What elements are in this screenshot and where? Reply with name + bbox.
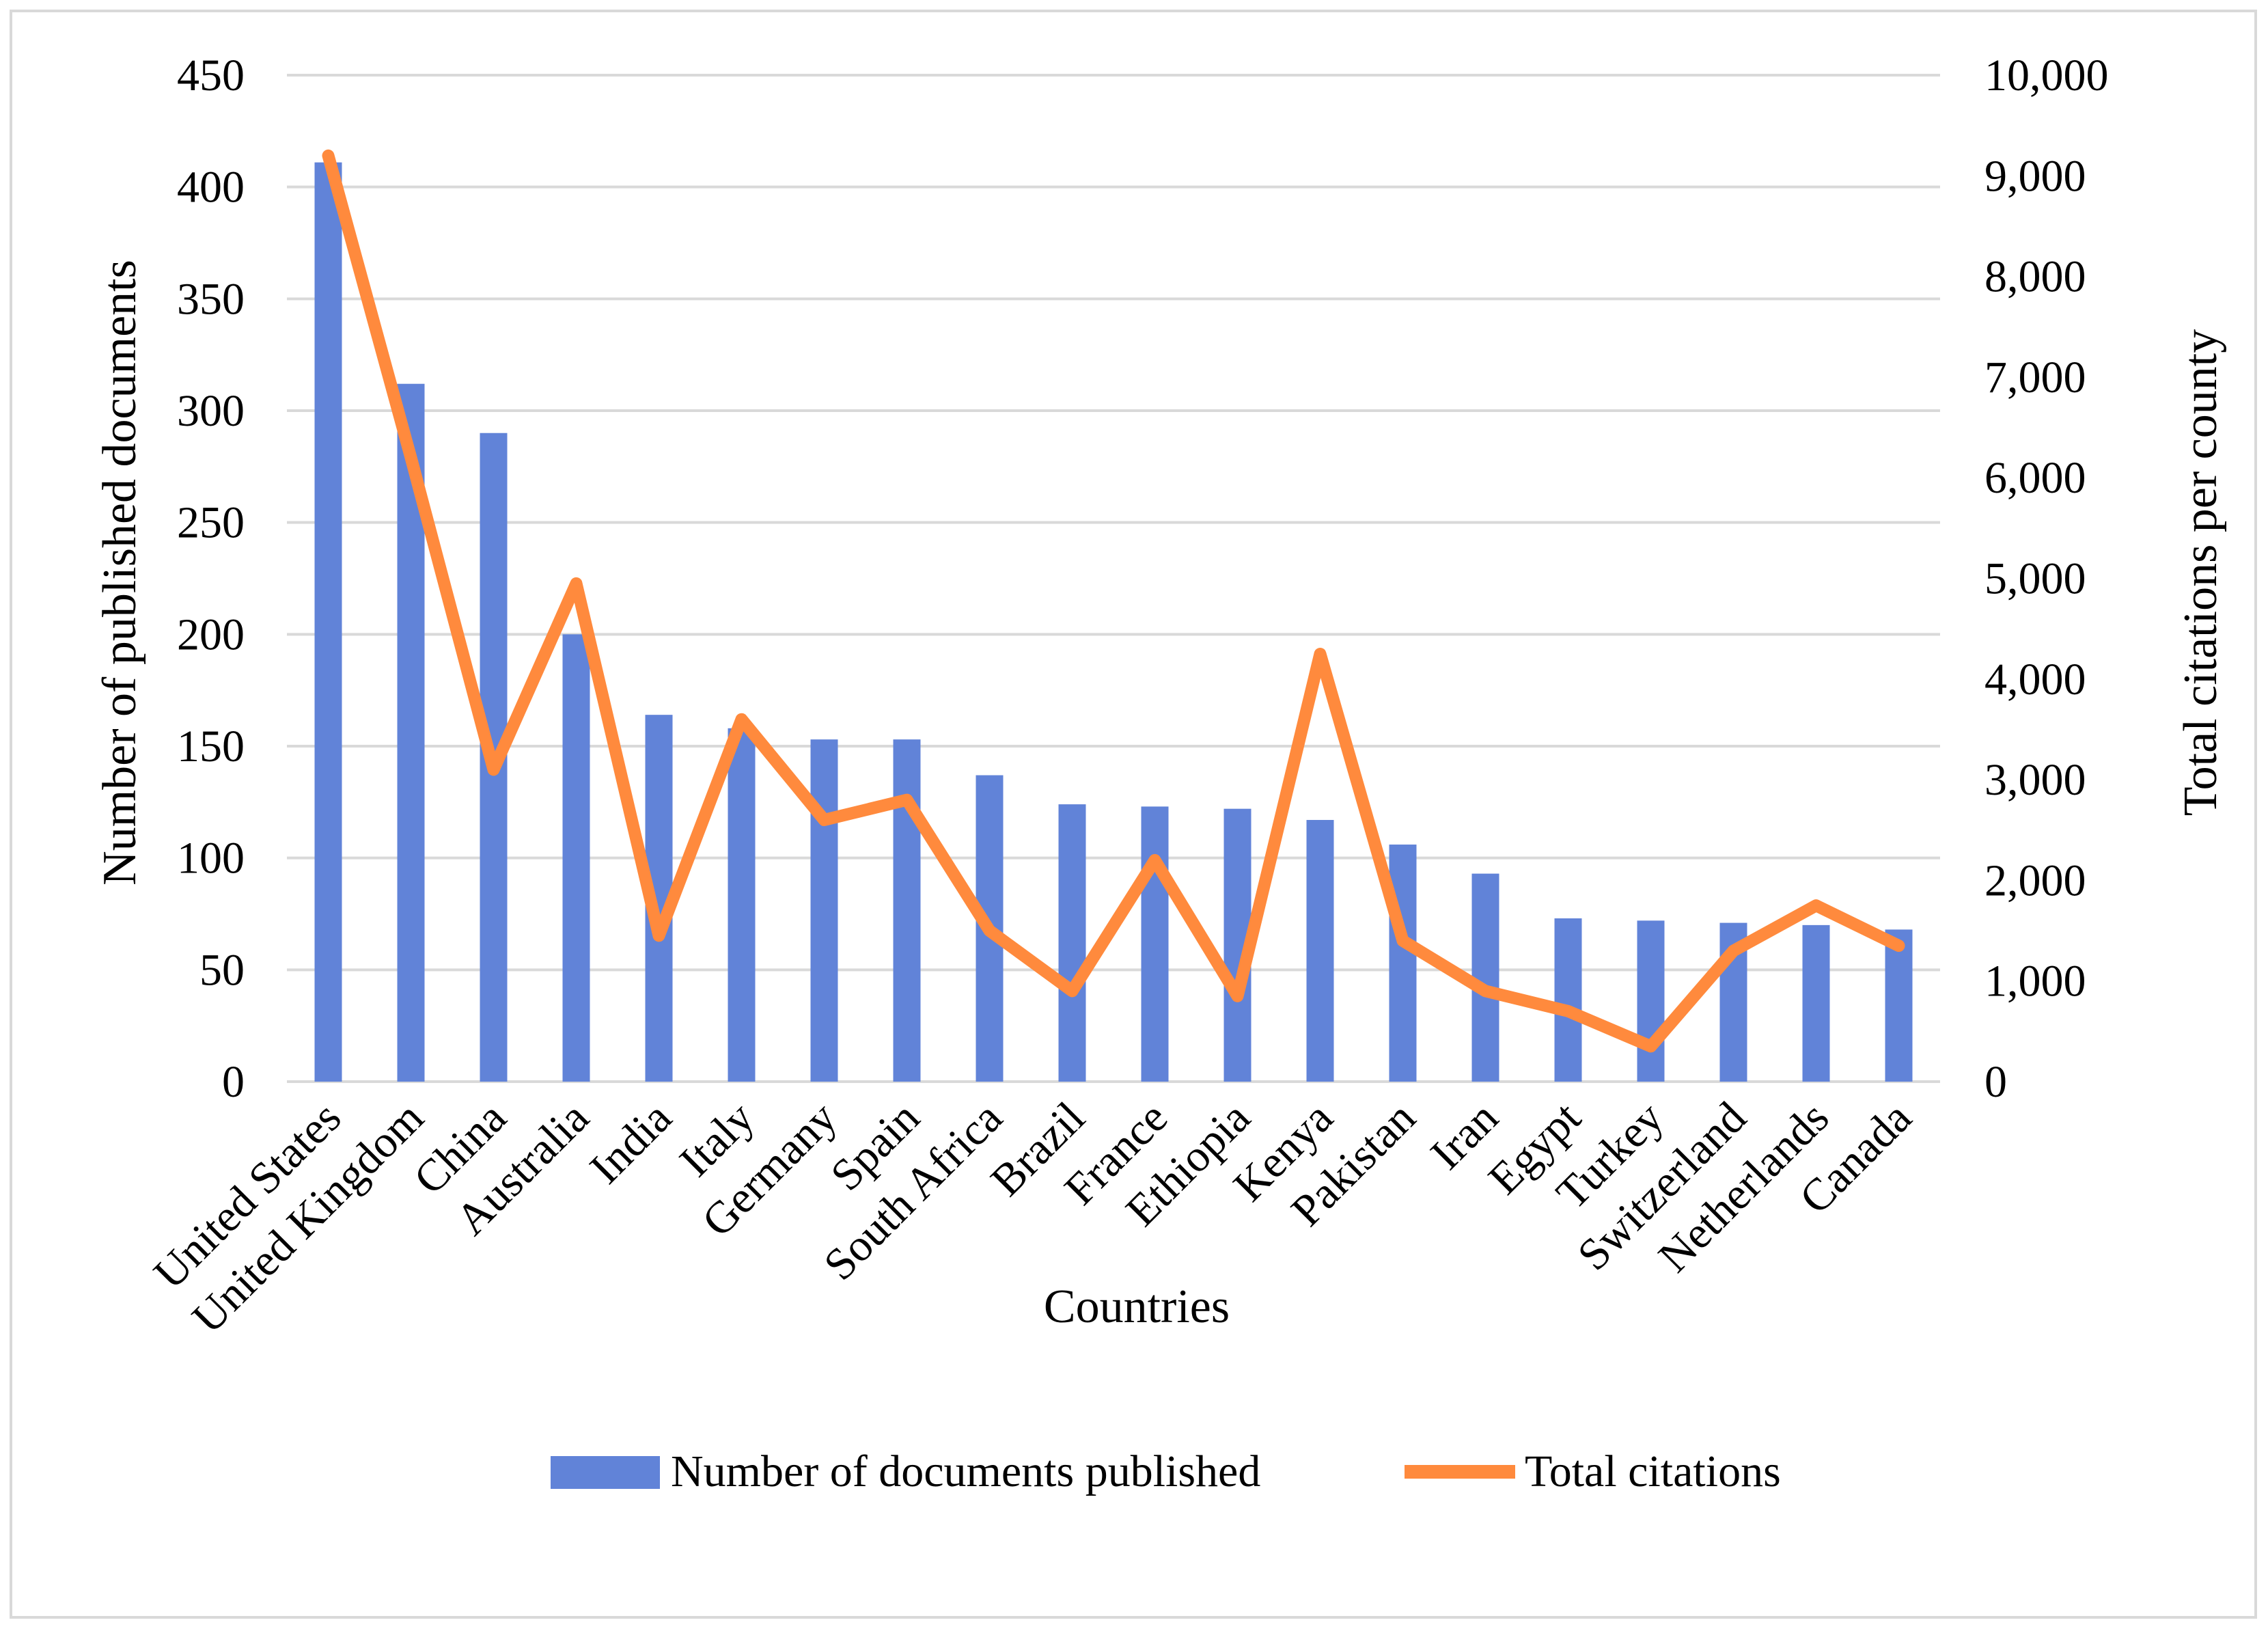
y-tick-label: 450 xyxy=(177,51,245,100)
line-point xyxy=(327,154,329,156)
line-point xyxy=(1650,1045,1652,1047)
line-point xyxy=(1567,1010,1569,1012)
line-point xyxy=(1732,950,1734,952)
right-axis-ticks: 0 1,000 2,000 3,000 4,000 5,000 6,000 7,000 8,00… xyxy=(1984,51,2109,1107)
y2-tick-label: 4,000 xyxy=(1984,655,2086,704)
bar xyxy=(1802,924,1830,1082)
line-point xyxy=(741,718,743,720)
gridlines xyxy=(287,74,1940,1083)
line-point xyxy=(1236,995,1239,997)
bar xyxy=(893,739,921,1082)
y-tick-label: 150 xyxy=(177,722,245,771)
y2-tick-label: 2,000 xyxy=(1984,855,2086,905)
citations-line xyxy=(322,149,1905,1053)
legend-line-label: Total citations xyxy=(1525,1447,1781,1496)
y-tick-label: 250 xyxy=(177,498,245,548)
y2-tick-label: 8,000 xyxy=(1984,252,2086,302)
bar xyxy=(1141,806,1169,1082)
bar xyxy=(1554,918,1582,1082)
line-point xyxy=(658,935,660,937)
line-point xyxy=(493,769,495,771)
y-tick-label: 200 xyxy=(177,609,245,659)
y2-tick-label: 7,000 xyxy=(1984,353,2086,402)
y2-tick-label: 6,000 xyxy=(1984,453,2086,503)
legend-bar-label: Number of documents published xyxy=(671,1447,1260,1496)
legend-bar-swatch xyxy=(551,1456,660,1489)
bar xyxy=(1306,820,1334,1082)
y-tick-label: 400 xyxy=(177,163,245,213)
bar xyxy=(562,634,590,1082)
y-axis-title: Number of published documents xyxy=(94,260,146,886)
bar xyxy=(1885,929,1913,1082)
y-tick-label: 50 xyxy=(199,945,245,995)
bar xyxy=(728,728,756,1082)
line-point xyxy=(906,799,908,801)
bar xyxy=(1471,873,1499,1082)
chart-frame xyxy=(10,10,2257,1619)
line-point xyxy=(988,930,991,932)
bar xyxy=(810,739,838,1082)
left-axis-ticks: 0 50 100 150 200 250 300 350 400 450 xyxy=(177,51,245,1107)
line-point xyxy=(1071,990,1073,992)
y2-tick-label: 3,000 xyxy=(1984,755,2086,805)
y-tick-label: 0 xyxy=(222,1057,245,1107)
legend: Number of documents published Total cita… xyxy=(551,1447,1781,1496)
category-label: India xyxy=(581,1093,682,1194)
y2-tick-label: 9,000 xyxy=(1984,151,2086,201)
y-tick-label: 300 xyxy=(177,386,245,436)
line-point xyxy=(575,582,577,584)
line-point xyxy=(1484,990,1486,992)
bar xyxy=(1058,804,1086,1082)
y2-tick-label: 10,000 xyxy=(1984,51,2109,100)
y-tick-label: 100 xyxy=(177,834,245,883)
y2-axis-title: Total citations per county xyxy=(2174,329,2227,816)
bar xyxy=(1637,920,1665,1082)
line-point xyxy=(1319,653,1321,655)
y-tick-label: 350 xyxy=(177,274,245,324)
y2-tick-label: 0 xyxy=(1984,1057,2007,1107)
line-series xyxy=(322,149,1905,1053)
line-point xyxy=(410,456,412,458)
line-point xyxy=(823,819,825,821)
bar xyxy=(314,162,342,1082)
line-point xyxy=(1402,940,1404,942)
bar xyxy=(1389,845,1417,1082)
line-point xyxy=(1154,859,1156,861)
line-point xyxy=(1898,945,1900,947)
y2-tick-label: 1,000 xyxy=(1984,957,2086,1006)
x-axis-title: Countries xyxy=(1044,1280,1230,1333)
line-point xyxy=(1815,905,1817,907)
y2-tick-label: 5,000 xyxy=(1984,554,2086,604)
